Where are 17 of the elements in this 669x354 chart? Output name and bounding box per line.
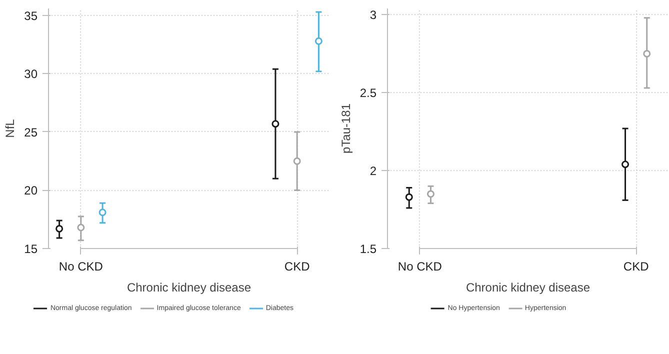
y-tick-label: 3 xyxy=(370,8,377,22)
x-tick-label: CKD xyxy=(623,260,650,274)
x-tick-label: No CKD xyxy=(398,260,442,274)
y-tick-label: 20 xyxy=(24,184,38,198)
y-tick-label: 25 xyxy=(24,125,38,140)
y-tick-label: 15 xyxy=(24,242,38,256)
y-axis-title: NfL xyxy=(3,118,18,138)
y-tick-label: 2 xyxy=(370,164,377,178)
x-axis-title: Chronic kidney disease xyxy=(466,280,590,294)
y-tick-label: 2.5 xyxy=(360,86,377,100)
x-axis-title: Chronic kidney disease xyxy=(126,280,252,294)
x-tick-label: CKD xyxy=(284,260,310,274)
y-tick-label: 1.5 xyxy=(360,242,377,256)
y-tick-label: 35 xyxy=(24,8,38,23)
y-axis-title: pTau-181 xyxy=(338,103,353,154)
x-tick-label: No CKD xyxy=(58,260,104,274)
y-tick-label: 30 xyxy=(24,67,38,82)
